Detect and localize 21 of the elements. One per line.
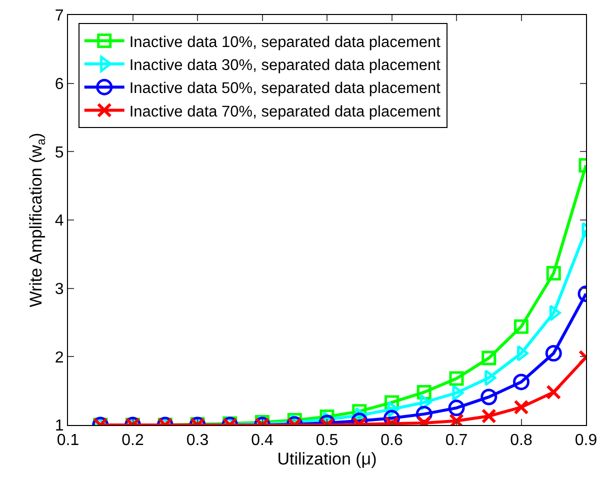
y-tick-label: 1 bbox=[54, 418, 64, 435]
legend-label: Inactive data 10%, separated data placement bbox=[129, 34, 442, 51]
y-tick-label: 5 bbox=[54, 144, 64, 162]
y-tick-label: 7 bbox=[54, 8, 64, 25]
x-tick-label: 0.7 bbox=[445, 432, 468, 450]
x-axis-title: Utilization (μ) bbox=[277, 450, 377, 469]
legend-label: Inactive data 70%, separated data placement bbox=[129, 103, 442, 120]
x-tick-label: 0.5 bbox=[316, 432, 338, 450]
x-tick-label: 0.9 bbox=[574, 432, 598, 450]
x-tick-label: 0.3 bbox=[186, 432, 209, 450]
x-tick-label: 0.4 bbox=[251, 432, 274, 450]
x-tick-label: 0.8 bbox=[510, 432, 532, 450]
legend-label: Inactive data 30%, separated data placement bbox=[129, 56, 442, 74]
y-tick-label: 2 bbox=[54, 349, 64, 366]
x-tick-label: 0.1 bbox=[56, 432, 80, 450]
y-tick-label: 4 bbox=[54, 212, 64, 230]
y-tick-label: 6 bbox=[54, 76, 64, 93]
x-tick-label: 0.6 bbox=[380, 432, 403, 450]
legend-label: Inactive data 50%, separated data placement bbox=[129, 80, 442, 98]
x-tick-label: 0.2 bbox=[122, 432, 144, 450]
y-tick-label: 3 bbox=[54, 280, 64, 298]
